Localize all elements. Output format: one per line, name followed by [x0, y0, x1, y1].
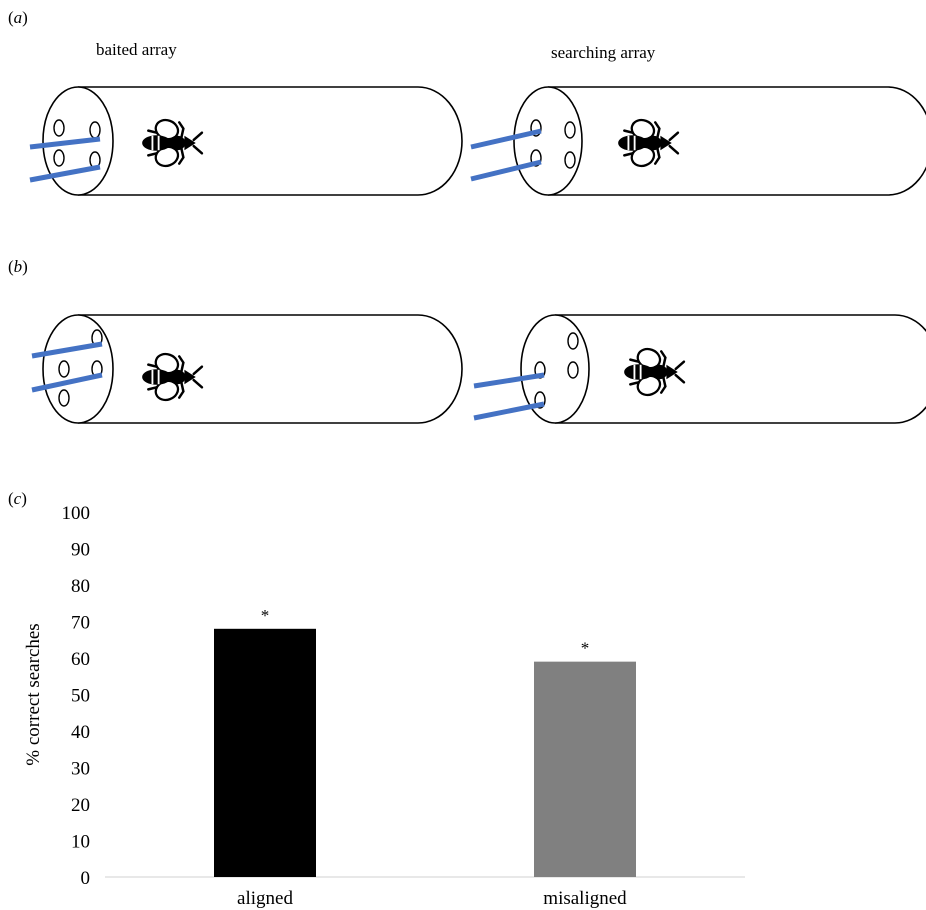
x-tick-label: misaligned — [543, 888, 627, 909]
hole — [58, 389, 70, 407]
y-tick-label: 80 — [71, 576, 90, 597]
hole — [567, 361, 579, 379]
cylinder-end — [513, 86, 583, 196]
y-tick-label: 10 — [71, 832, 90, 853]
bee-icon — [616, 116, 680, 170]
panel-label-b: (b) — [8, 257, 28, 276]
bar-aligned — [214, 628, 316, 877]
baited-array-title: baited array — [96, 40, 177, 59]
y-tick-label: 100 — [62, 503, 91, 524]
rod-stick — [31, 341, 103, 359]
array-diagrams — [29, 86, 926, 424]
y-tick-label: 0 — [81, 868, 91, 889]
baited-array-b — [31, 314, 463, 424]
cylinder-tube — [555, 314, 926, 424]
x-tick-label: aligned — [237, 888, 293, 909]
hole — [53, 119, 65, 137]
bee-icon — [622, 345, 686, 399]
rod-stick — [473, 372, 545, 389]
hole — [58, 360, 70, 378]
y-tick-label: 50 — [71, 686, 90, 707]
hole — [564, 121, 576, 139]
cylinder-tube — [548, 86, 926, 196]
cylinder-tube — [78, 86, 463, 196]
rod-stick — [470, 128, 542, 150]
hole — [53, 149, 65, 167]
rod-stick — [29, 136, 101, 150]
rod-stick — [473, 401, 545, 421]
y-tick-label: 40 — [71, 722, 90, 743]
bar-misaligned — [534, 661, 636, 877]
bee-icon — [140, 116, 204, 170]
significance-star: * — [261, 606, 270, 625]
panel-label-a: (a) — [8, 8, 28, 27]
hole — [89, 121, 101, 139]
significance-star: * — [581, 639, 590, 658]
bar-chart: 0 10 20 30 40 50 60 70 80 90 100 * aligned * misaligne… — [23, 503, 745, 909]
searching-array-a — [470, 86, 926, 196]
rod-stick — [31, 372, 103, 393]
panel-label-c: (c) — [8, 489, 27, 508]
y-axis-title: % correct searches — [23, 623, 44, 765]
baited-array-a — [29, 86, 463, 196]
searching-array-b — [473, 314, 926, 424]
y-tick-label: 20 — [71, 795, 90, 816]
rod-stick — [29, 164, 101, 183]
y-tick-label: 90 — [71, 540, 90, 561]
searching-array-title: searching array — [551, 43, 656, 62]
rod-stick — [470, 159, 542, 182]
y-tick-label: 30 — [71, 759, 90, 780]
hole — [564, 151, 576, 169]
hole — [567, 332, 579, 350]
bee-icon — [140, 350, 204, 404]
y-tick-label: 70 — [71, 613, 90, 634]
cylinder-tube — [78, 314, 463, 424]
y-tick-label: 60 — [71, 649, 90, 670]
